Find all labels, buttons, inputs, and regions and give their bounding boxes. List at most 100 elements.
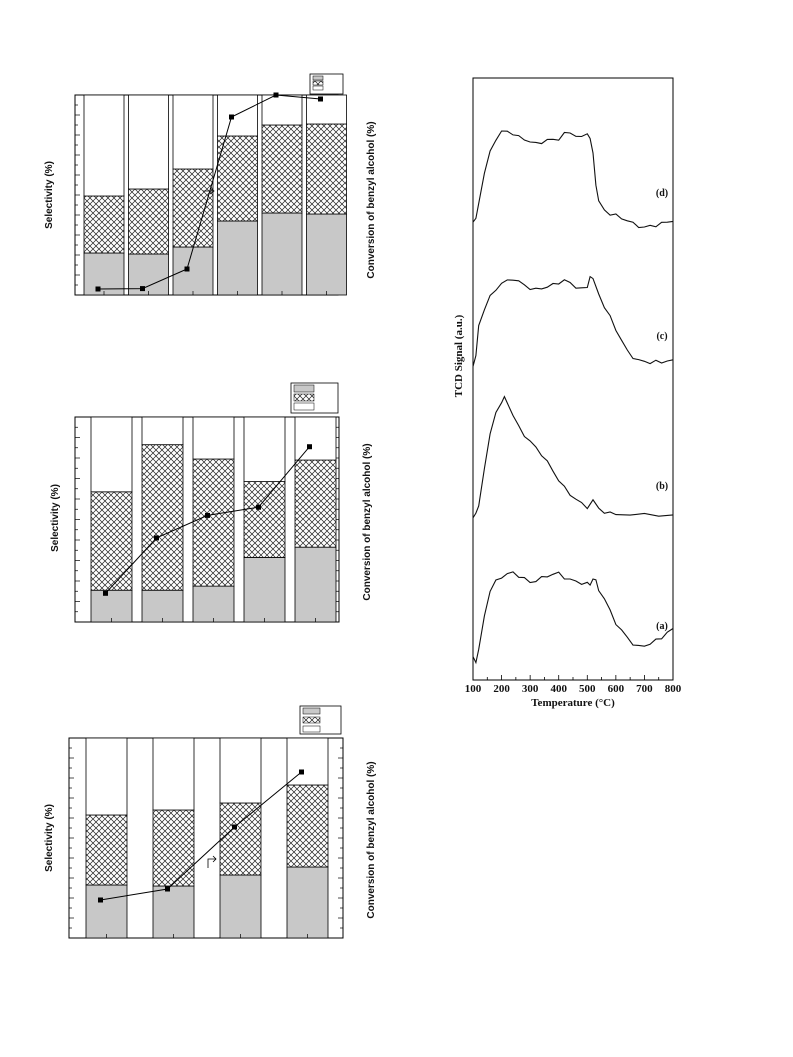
bar-segment-gray: [243, 557, 286, 623]
chart-3-y2label: Conversion of benzyl alcohol (%): [366, 761, 377, 918]
bar-segment-hatched: [85, 814, 128, 886]
bar-segment-white: [83, 94, 125, 197]
conversion-point: [205, 512, 210, 518]
chart-3-right-ticks: [338, 737, 343, 939]
chart-1-ylabel: Selectivity (%): [44, 161, 55, 229]
x-tick-label: 200: [493, 683, 510, 695]
bar-chart-3: Selectivity (%) Conversion of benzyl alc…: [44, 705, 377, 939]
bar-segment-hatched: [219, 802, 262, 876]
tpd-x-ticks: 100 200 300 400 500 600 700 800: [465, 675, 682, 695]
bar-segment-gray: [261, 212, 303, 296]
bar-segment-white: [286, 737, 329, 786]
bar-segment-gray: [217, 220, 258, 296]
conversion-point: [229, 114, 234, 120]
chart-1-left-ticks: [75, 94, 80, 296]
conversion-point: [256, 504, 261, 510]
bar-segment-white: [219, 737, 262, 804]
bar-segment-hatched: [83, 195, 125, 254]
chart-1-bars: [83, 94, 347, 296]
chart-1-arrow: [203, 187, 215, 195]
chart-3-bars: [85, 737, 329, 939]
legend-swatch-gray: [293, 384, 315, 393]
bar-segment-white: [294, 416, 337, 461]
x-tick-label: 600: [608, 683, 625, 695]
legend-swatch-hatched: [302, 716, 321, 724]
tpd-curve: [472, 275, 674, 367]
chart-3-ylabel: Selectivity (%): [44, 804, 55, 872]
bar-segment-gray: [83, 252, 125, 296]
bar-segment-white: [243, 416, 286, 482]
bar-segment-hatched: [192, 458, 235, 587]
chart-3-left-ticks: [69, 737, 74, 939]
bar-segment-gray: [294, 546, 337, 623]
bar-segment-gray: [219, 874, 262, 939]
bar-segment-gray: [192, 585, 235, 623]
bar-segment-gray: [286, 866, 329, 939]
curve-label: (b): [656, 481, 668, 492]
legend-swatch-gray: [312, 75, 324, 81]
chart-2-bars: [90, 416, 337, 623]
conversion-point: [98, 897, 103, 903]
bar-segment-white: [90, 416, 133, 493]
conversion-point: [154, 535, 159, 541]
bar-segment-hatched: [294, 459, 337, 548]
chart-3-arrow: [207, 855, 217, 868]
bar-segment-gray: [306, 213, 347, 296]
bar-segment-white: [192, 416, 235, 460]
conversion-point: [232, 824, 237, 830]
conversion-line: [97, 94, 321, 290]
bar-chart-1: Selectivity (%) Conversion of benzyl alc…: [44, 73, 377, 296]
legend-swatch-hatched: [293, 393, 315, 402]
conversion-point: [318, 96, 323, 102]
bar-segment-white: [85, 737, 128, 816]
conversion-point: [299, 769, 304, 775]
tpd-xlabel: Temperature (°C): [531, 697, 615, 709]
bar-segment-gray: [85, 884, 128, 939]
chart-2-legend: [290, 382, 339, 414]
bar-segment-hatched: [152, 809, 195, 887]
tpd-chart: 100 200 300 400 500 600 700 800 (a) (b) (c) (d) Te…: [453, 77, 682, 709]
conversion-point: [95, 286, 101, 292]
conversion-point: [273, 92, 279, 98]
x-tick-label: 100: [465, 683, 482, 695]
curve-label: (c): [656, 331, 667, 342]
bar-segment-hatched: [261, 124, 303, 214]
x-tick-label: 700: [636, 683, 653, 695]
bar-segment-hatched: [243, 481, 286, 558]
x-tick-label: 500: [579, 683, 596, 695]
chart-1-legend: [309, 73, 344, 95]
bar-segment-gray: [141, 589, 184, 623]
bar-segment-hatched: [141, 444, 184, 591]
tpd-curve: [472, 130, 674, 229]
conversion-point: [140, 286, 145, 292]
chart-3-conversion-line: [98, 769, 304, 903]
conversion-point: [103, 590, 108, 596]
bar-segment-white: [141, 416, 184, 446]
chart-1-conversion-line: [95, 92, 323, 292]
conversion-point: [307, 444, 312, 450]
conversion-point: [165, 886, 170, 892]
tpd-curve: [472, 395, 674, 519]
bar-segment-white: [128, 94, 169, 190]
tpd-ylabel: TCD Signal (a.u.): [453, 314, 465, 397]
chart-1-y2label: Conversion of benzyl alcohol (%): [366, 121, 377, 278]
bar-segment-hatched: [172, 168, 214, 248]
chart-2-left-ticks: [75, 416, 80, 623]
bar-segment-hatched: [217, 135, 258, 222]
tpd-curves: (a) (b) (c) (d): [472, 130, 674, 665]
tpd-frame: [472, 77, 674, 681]
chart-2-y2label: Conversion of benzyl alcohol (%): [362, 443, 373, 600]
bar-segment-white: [306, 94, 347, 125]
curve-label: (a): [656, 621, 668, 632]
legend-swatch-white: [302, 725, 321, 733]
bar-segment-hatched: [128, 188, 169, 255]
bar-segment-gray: [152, 885, 195, 939]
tpd-curve: [472, 571, 674, 665]
bar-segment-white: [217, 94, 258, 137]
conversion-line: [100, 771, 302, 901]
bar-segment-hatched: [286, 784, 329, 868]
chart-2-conversion-line: [103, 444, 312, 596]
conversion-point: [184, 266, 190, 272]
bar-segment-hatched: [306, 123, 347, 215]
bar-segment-hatched: [90, 491, 133, 591]
